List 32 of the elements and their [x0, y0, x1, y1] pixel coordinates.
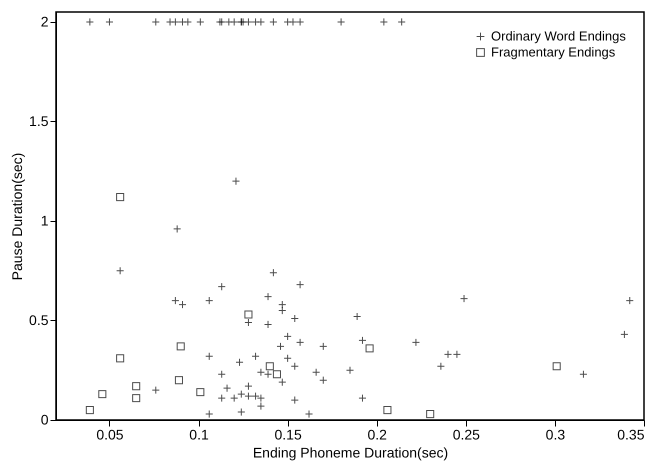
point: [383, 406, 392, 414]
point: [366, 344, 374, 352]
x-tick-label: 0.3: [546, 426, 566, 442]
x-tick-label: 0.1: [189, 426, 209, 442]
point: [272, 370, 281, 378]
y-tick-label: 2: [40, 13, 49, 30]
point: [132, 394, 140, 402]
point: [266, 362, 274, 370]
point: [116, 354, 124, 362]
x-tick-label: 0.05: [96, 426, 124, 442]
point: [116, 193, 124, 202]
point: [426, 410, 434, 418]
point: [174, 376, 183, 384]
legend-label: Ordinary Word Endings: [491, 28, 626, 44]
point: [98, 390, 106, 398]
point: [196, 388, 204, 396]
x-axis-title: Ending Phoneme Duration(sec): [252, 444, 448, 460]
x-tick-label: 0.25: [452, 426, 480, 442]
legend-label: Fragmentary Endings: [491, 44, 616, 60]
point: [86, 406, 94, 414]
y-tick-label: 1: [40, 212, 49, 228]
y-axis-title: Pause Duration(sec): [9, 152, 26, 280]
y-tick-label: 0: [40, 412, 49, 428]
point: [132, 382, 140, 390]
y-tick-label: 1.5: [29, 112, 49, 129]
x-tick-label: 0.2: [367, 426, 388, 442]
x-tick-label: 0.15: [274, 426, 302, 442]
point: [244, 310, 252, 319]
point: [552, 362, 561, 370]
y-tick-label: 0.5: [29, 312, 49, 328]
point: [176, 342, 185, 350]
x-tick-label: 0.35: [617, 426, 645, 442]
